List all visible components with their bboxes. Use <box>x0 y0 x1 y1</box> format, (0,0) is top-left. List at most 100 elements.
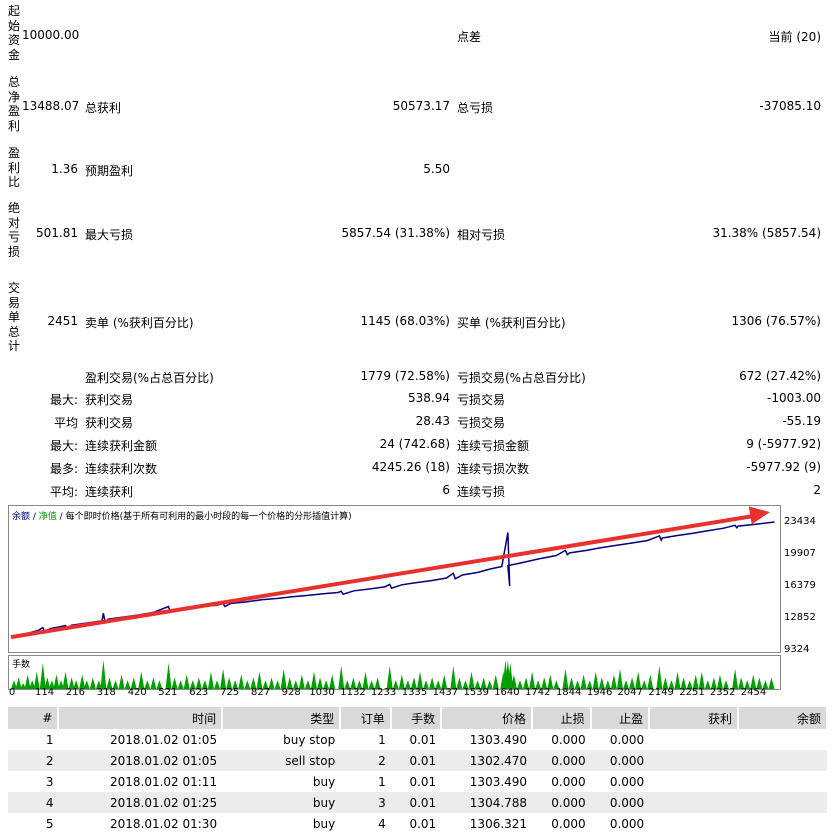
table-row[interactable]: 5 2018.01.02 01:30 buy 4 0.01 1306.321 0.000 0.… <box>8 813 827 834</box>
x-tick-label: 1437 <box>432 687 459 698</box>
table-cell: 0.000 <box>609 816 645 831</box>
gross-loss-value: -37085.10 <box>759 99 821 113</box>
table-cell: 4 <box>8 792 59 813</box>
table-cell: 0.000 <box>551 732 586 747</box>
volume-bar <box>535 680 542 689</box>
volume-bar <box>106 677 113 689</box>
volume-bar <box>441 674 448 689</box>
table-cell: 0.000 <box>609 774 645 789</box>
average-profit-label: 获利交易 <box>85 416 134 430</box>
table-row[interactable]: 3 2018.01.02 01:11 buy 1 0.01 1303.490 0.000 0.… <box>8 771 827 792</box>
x-tick-label: 1233 <box>370 687 397 698</box>
volume-bar <box>338 665 345 689</box>
column-header[interactable]: 手数 <box>390 707 443 729</box>
column-header[interactable]: 订单 <box>340 707 392 729</box>
column-header[interactable]: 价格 <box>441 707 534 729</box>
x-tick-label: 1132 <box>340 687 366 698</box>
table-cell: 1304.788 <box>441 792 533 813</box>
volume-bar <box>183 674 190 689</box>
table-cell: 2018.01.02 01:05 <box>109 732 218 747</box>
x-tick-label: 623 <box>189 687 209 698</box>
table-cell: 1303.490 <box>469 732 528 747</box>
volume-bar <box>232 680 239 689</box>
volume-bar <box>100 660 107 689</box>
volume-bar <box>165 662 172 689</box>
column-header[interactable]: 余额 <box>738 707 828 729</box>
volume-bar <box>44 677 51 689</box>
table-cell: 1303.490 <box>469 774 528 789</box>
table-row[interactable]: 2 2018.01.02 01:05 sell stop 2 0.01 1302.470 0… <box>8 750 827 771</box>
avg-consec-wins-label: 连续获利 <box>85 485 134 499</box>
relative-drawdown-label: 相对亏损 <box>457 228 506 242</box>
volume-bar <box>195 677 202 689</box>
max-consec-wins-value: 24 (742.68) <box>379 437 450 451</box>
table-cell <box>649 750 739 771</box>
table-row[interactable]: 1 2018.01.02 01:05 buy stop 1 0.01 1303.490 0.… <box>8 729 827 750</box>
volume-bar <box>750 674 757 689</box>
expected-payoff-label: 预期盈利 <box>85 164 134 178</box>
volume-bar <box>20 683 27 689</box>
volume-label: 手数 <box>12 660 31 670</box>
table-cell: 0.000 <box>609 732 645 747</box>
column-header[interactable]: # <box>8 707 60 729</box>
volume-bar <box>304 680 311 689</box>
relative-drawdown-value: 31.38% (5857.54) <box>712 226 821 240</box>
volume-bar <box>610 674 617 689</box>
volume-bar <box>280 668 287 689</box>
volume-bar <box>238 674 245 689</box>
average-loss-label: 亏损交易 <box>457 416 506 430</box>
volume-bar <box>262 680 269 689</box>
balance-plot-svg <box>10 506 775 640</box>
legend-separator: / <box>30 512 39 522</box>
expected-payoff-value: 5.50 <box>423 162 450 176</box>
table-cell: 2018.01.02 01:30 <box>109 816 218 831</box>
x-tick-label: 2149 <box>648 687 674 698</box>
volume-plot-svg <box>11 660 775 689</box>
volume-bar <box>83 680 90 689</box>
volume-bar <box>220 668 227 689</box>
volume-bar <box>662 677 669 689</box>
volume-bar <box>762 680 769 689</box>
volume-bar <box>732 668 739 689</box>
x-tick-label: 1539 <box>463 687 489 698</box>
table-cell: 2018.01.02 01:25 <box>58 792 223 813</box>
volume-bar <box>24 674 31 689</box>
volume-bar <box>486 680 493 689</box>
table-cell: 0.01 <box>409 816 437 831</box>
table-cell: 2 <box>340 750 391 771</box>
volume-bar <box>692 674 699 689</box>
column-header[interactable]: 止损 <box>532 707 592 729</box>
long-trades-value: 1306 (76.57%) <box>731 314 821 328</box>
volume-bar <box>374 677 381 689</box>
total-trades-value: 2451 <box>47 314 78 328</box>
column-header[interactable]: 时间 <box>58 707 224 729</box>
volume-bar <box>635 671 642 689</box>
x-tick-label: 827 <box>251 687 271 698</box>
balance-chart: 余额 / 净值 / 每个即时价格(基于所有可利用的最小时段的每一个价格的分形插值… <box>8 505 830 701</box>
volume-bar <box>62 671 69 689</box>
table-cell: 3 <box>340 792 391 813</box>
table-row[interactable]: 4 2018.01.02 01:25 buy 3 0.01 1304.788 0.000 0.… <box>8 792 827 813</box>
volume-bar <box>350 677 357 689</box>
largest-prefix: 最大: <box>49 393 78 407</box>
absolute-drawdown-label: 绝对亏损 <box>8 201 21 259</box>
table-cell: buy stop <box>283 732 336 747</box>
column-header[interactable]: 止盈 <box>590 707 651 729</box>
volume-bar <box>317 677 324 689</box>
column-header[interactable]: 获利 <box>649 707 740 729</box>
volume-bar <box>130 677 137 689</box>
volume-bar <box>523 677 530 689</box>
table-cell: 0.000 <box>590 792 650 813</box>
volume-bar <box>207 671 214 689</box>
table-cell <box>738 771 827 792</box>
x-tick-label: 1844 <box>555 687 582 698</box>
absolute-drawdown-value: 501.81 <box>36 226 78 240</box>
chart-legend: 余额 / 净值 / 每个即时价格(基于所有可利用的最小时段的每一个价格的分形插值… <box>12 509 352 522</box>
volume-bar <box>368 680 375 689</box>
volume-bar <box>323 680 330 689</box>
x-tick-label: 1335 <box>401 687 428 698</box>
column-header[interactable]: 类型 <box>222 707 342 729</box>
volume-bar <box>768 677 775 689</box>
table-cell: 1 <box>378 732 386 747</box>
volume-bar <box>738 677 745 689</box>
